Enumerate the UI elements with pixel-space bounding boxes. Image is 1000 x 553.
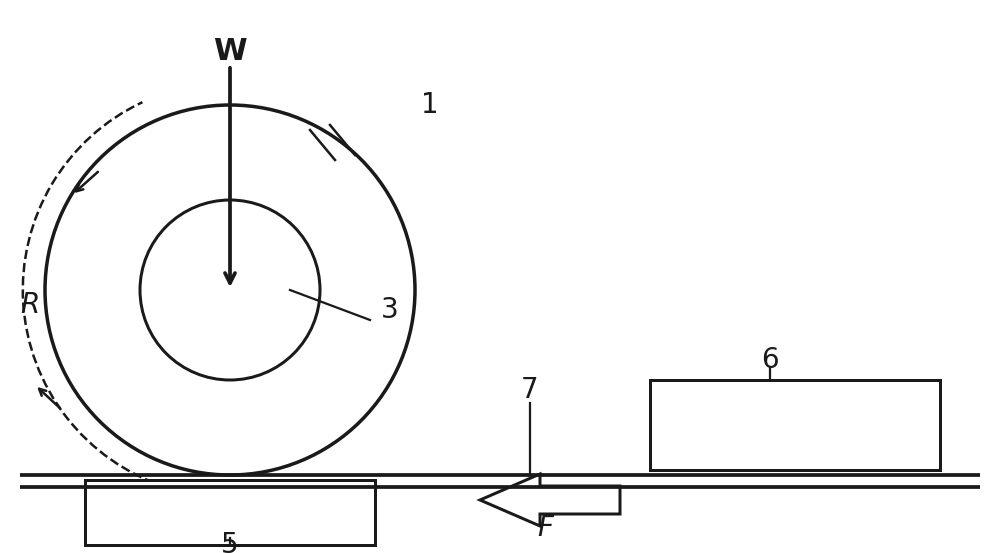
Text: 6: 6 — [761, 346, 779, 374]
FancyArrow shape — [480, 474, 620, 526]
Bar — [85, 480, 375, 545]
Text: 3: 3 — [381, 296, 399, 324]
Text: R: R — [20, 291, 40, 319]
Text: F: F — [537, 514, 553, 542]
Text: W: W — [213, 38, 247, 66]
Text: 7: 7 — [521, 376, 539, 404]
Text: 1: 1 — [421, 91, 439, 119]
Text: 5: 5 — [221, 531, 239, 553]
Bar — [650, 380, 940, 470]
